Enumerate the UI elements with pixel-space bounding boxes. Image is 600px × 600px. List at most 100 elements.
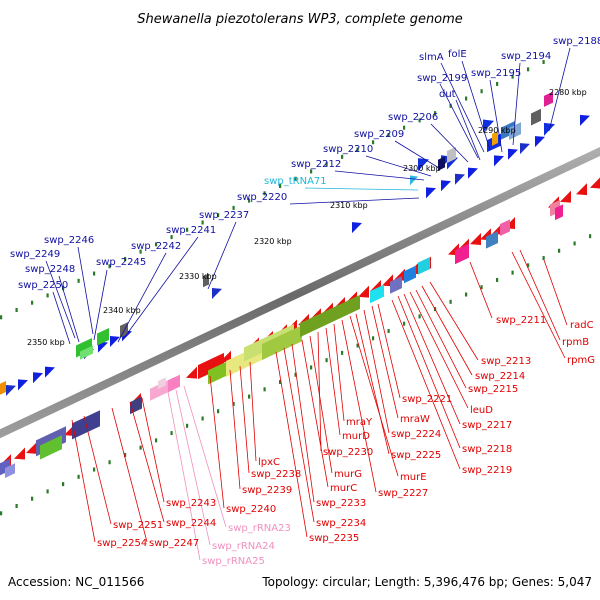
gene-label[interactable]: swp_2237 [199,210,249,221]
leader-line [304,187,419,191]
gene-label[interactable]: swp_2242 [131,241,181,252]
leader-line [129,401,165,523]
rrna-label[interactable]: swp_rRNA25 [202,556,265,567]
gene-label[interactable]: swp_2214 [475,371,525,382]
gene-label[interactable]: slmA [419,52,444,63]
gene-label[interactable]: lpxC [258,457,280,468]
leader-line [355,313,390,455]
gene-label[interactable]: swp_2213 [481,356,531,367]
tick-mark [589,234,592,239]
gene-label[interactable]: swp_2218 [462,444,512,455]
gene-label[interactable]: swp_2215 [468,384,518,395]
gene-label[interactable]: swp_2249 [10,249,60,260]
gene-label[interactable]: radC [570,320,594,331]
gene-label[interactable]: rpmB [562,337,589,348]
tick-mark [403,125,406,130]
gene-label[interactable]: swp_2212 [291,159,341,170]
leader-line [394,140,440,169]
gene-label[interactable]: swp_2211 [496,315,546,326]
tick-mark [387,132,390,137]
tick-mark [527,263,530,268]
gene-label[interactable]: swp_2188 [553,36,600,47]
leader-line [469,261,493,319]
gene-label[interactable]: swp_2210 [323,144,373,155]
gene-label[interactable]: folE [448,49,467,60]
tick-mark [31,496,34,501]
gene-label[interactable]: dut [439,89,456,100]
tick-mark [325,162,328,167]
tick-mark [201,416,204,421]
tick-mark [434,111,437,116]
gene-label[interactable]: mraW [400,414,430,425]
leader-line [52,291,71,345]
forward-gene-labels: swp_2188 folE slmA swp_2194 swp_2199 swp… [10,36,600,291]
tick-marks [0,60,592,516]
gene-label[interactable]: swp_2244 [166,518,216,529]
gene-label[interactable]: murE [400,472,427,483]
leader-line [377,303,401,399]
gene-label[interactable]: swp_2239 [242,485,292,496]
gene-label[interactable]: swp_2195 [471,68,521,79]
gene-label[interactable]: swp_2224 [391,429,441,440]
gene-label[interactable]: swp_2221 [402,394,452,405]
gene-label[interactable]: swp_2220 [237,192,287,203]
gene-block [544,91,553,107]
tick-mark [418,314,421,319]
gene-block [262,325,302,361]
tick-mark [294,372,297,377]
gene-label[interactable]: swp_2230 [323,447,373,458]
gene-label[interactable]: swp_2243 [166,498,216,509]
gene-label[interactable]: swp_2240 [226,504,276,515]
gene-arrow [535,136,545,148]
leader-line [421,285,473,376]
leader-line [309,335,333,474]
leader-line [83,415,112,525]
gene-label[interactable]: mraY [346,417,373,428]
gene-label[interactable]: rpmG [567,355,595,366]
gene-features [0,91,600,478]
gene-label[interactable]: swp_2246 [44,235,94,246]
gene-label[interactable]: swp_2254 [97,538,147,549]
gene-label[interactable]: swp_2219 [462,465,512,476]
gene-label[interactable]: swp_2235 [309,533,359,544]
tick-mark [170,431,173,436]
gene-label[interactable]: swp_2225 [391,450,441,461]
gene-label[interactable]: swp_2209 [354,129,404,140]
gene-label[interactable]: swp_2250 [18,280,68,291]
rrna-label[interactable]: swp_rRNA23 [228,523,291,534]
tick-mark [511,74,514,79]
gene-label[interactable]: swp_2238 [251,469,301,480]
tick-mark [0,511,3,516]
gene-label[interactable]: swp_2241 [166,225,216,236]
tick-mark [217,213,220,218]
gene-label[interactable]: swp_2251 [113,520,163,531]
tick-mark [542,256,545,261]
gene-label[interactable]: swp_2194 [501,51,551,62]
gene-label[interactable]: swp_2199 [417,73,467,84]
gene-label[interactable]: swp_2206 [388,112,438,123]
gene-label[interactable]: swp_2233 [316,498,366,509]
tick-label: 2330 kbp [179,272,217,281]
gene-label[interactable]: swp_2234 [316,518,366,529]
gene-label[interactable]: murC [330,483,357,494]
gene-label[interactable]: swp_2247 [149,538,199,549]
gene-label[interactable]: swp_2227 [378,488,428,499]
gene-label[interactable]: swp_2245 [96,257,146,268]
rrna-label[interactable]: swp_rRNA24 [212,541,275,552]
trna-label[interactable]: swp_tRNA71 [264,176,327,187]
gene-label[interactable]: swp_2248 [25,264,75,275]
tick-mark [449,299,452,304]
gene-label[interactable]: swp_2217 [462,420,512,431]
gene-label[interactable]: murD [342,431,370,442]
leader-line [317,331,322,452]
leader-line [363,309,390,434]
gene-block [158,377,166,389]
tick-mark [480,89,483,94]
gene-arrow [18,379,28,391]
gene-label[interactable]: leuD [470,405,493,416]
tick-mark [232,401,235,406]
tick-mark [46,293,49,298]
gene-label[interactable]: murG [334,469,362,480]
gene-arrow [483,119,494,133]
